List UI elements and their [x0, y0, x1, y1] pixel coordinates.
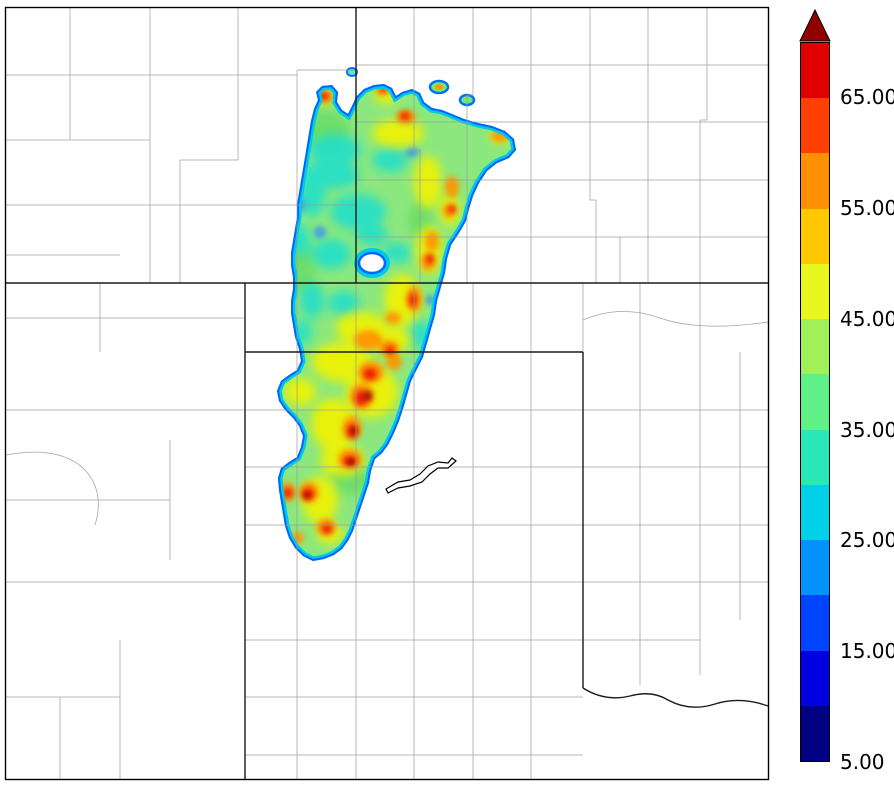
colorbar-tick-label: 15.00: [840, 639, 894, 664]
colorbar-tick-label: 25.00: [840, 528, 894, 553]
lake-outline: [385, 457, 457, 494]
colorbar-segment: [801, 650, 829, 706]
colorbar-tick-label: 45.00: [840, 306, 894, 331]
map-svg: [4, 6, 770, 781]
state-borders: [6, 8, 769, 779]
colorbar-tick-label: 55.00: [840, 196, 894, 221]
colorbar-tick-label: 35.00: [840, 417, 894, 442]
colorbar-segment: [801, 540, 829, 596]
colorbar-segment: [801, 319, 829, 375]
colorbar-segment: [801, 374, 829, 430]
map-border: [4, 6, 770, 781]
no-data-hole: [354, 248, 390, 278]
colorbar-segment: [801, 98, 829, 154]
colorbar-tick-label: 65.00: [840, 85, 894, 110]
colorbar-overflow-arrow: [799, 9, 831, 42]
field-cyan-patches: [290, 134, 430, 348]
colorbar-segment: [801, 705, 829, 762]
colorbar-segment: [801, 484, 829, 541]
county-lines: [5, 8, 769, 779]
colorbar: 65.00 55.00 45.00 35.00 25.00 15.00 5.00: [799, 0, 894, 785]
colorbar-segment: [801, 208, 829, 264]
colorbar-tick-label: 5.00: [840, 750, 885, 774]
field-darkred-cores: [304, 391, 372, 498]
colorbar-segment: [801, 43, 829, 99]
colorbar-segment: [801, 595, 829, 651]
colorbar-segment: [801, 153, 829, 209]
colorbar-segment: [801, 429, 829, 485]
colorbar-segment: [801, 263, 829, 320]
map-figure: [4, 6, 770, 781]
colorbar-bar: [800, 42, 830, 762]
